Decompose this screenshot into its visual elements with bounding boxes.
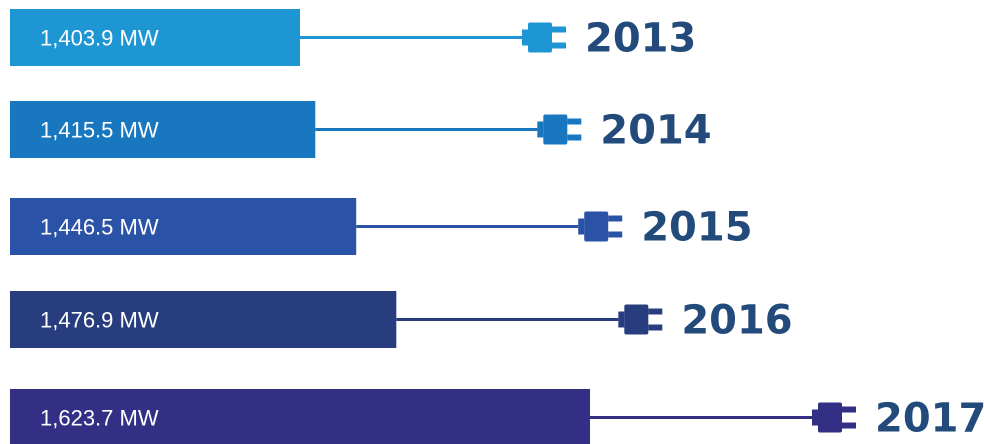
year-label: 2017: [875, 396, 984, 442]
bar: [10, 9, 300, 66]
bar-value-label: 1,403.9 MW: [40, 26, 159, 51]
year-label: 2015: [641, 205, 752, 251]
bar-value-label: 1,415.5 MW: [40, 118, 159, 143]
bar: [10, 389, 590, 444]
bar-row: 1,476.9 MW 2016: [10, 291, 793, 348]
bar: [10, 291, 397, 348]
year-label: 2013: [585, 16, 696, 62]
bar: [10, 198, 357, 255]
power-plug-icon: [537, 114, 582, 145]
bar-value-label: 1,476.9 MW: [40, 308, 159, 333]
power-plug-icon: [812, 402, 856, 433]
year-label: 2014: [600, 108, 711, 154]
bar-row: 1,446.5 MW 2015: [10, 198, 753, 255]
bar-value-label: 1,623.7 MW: [40, 406, 159, 431]
bar-row: 1,403.9 MW 2013: [10, 9, 696, 66]
power-plug-icon: [618, 304, 663, 335]
year-label: 2016: [681, 298, 792, 344]
power-plug-icon: [522, 22, 566, 53]
bar-row: 1,623.7 MW 2017: [10, 389, 984, 444]
bar: [10, 101, 316, 158]
power-plug-icon: [578, 211, 623, 242]
bar-value-label: 1,446.5 MW: [40, 215, 159, 240]
bar-row: 1,415.5 MW 2014: [10, 101, 712, 158]
